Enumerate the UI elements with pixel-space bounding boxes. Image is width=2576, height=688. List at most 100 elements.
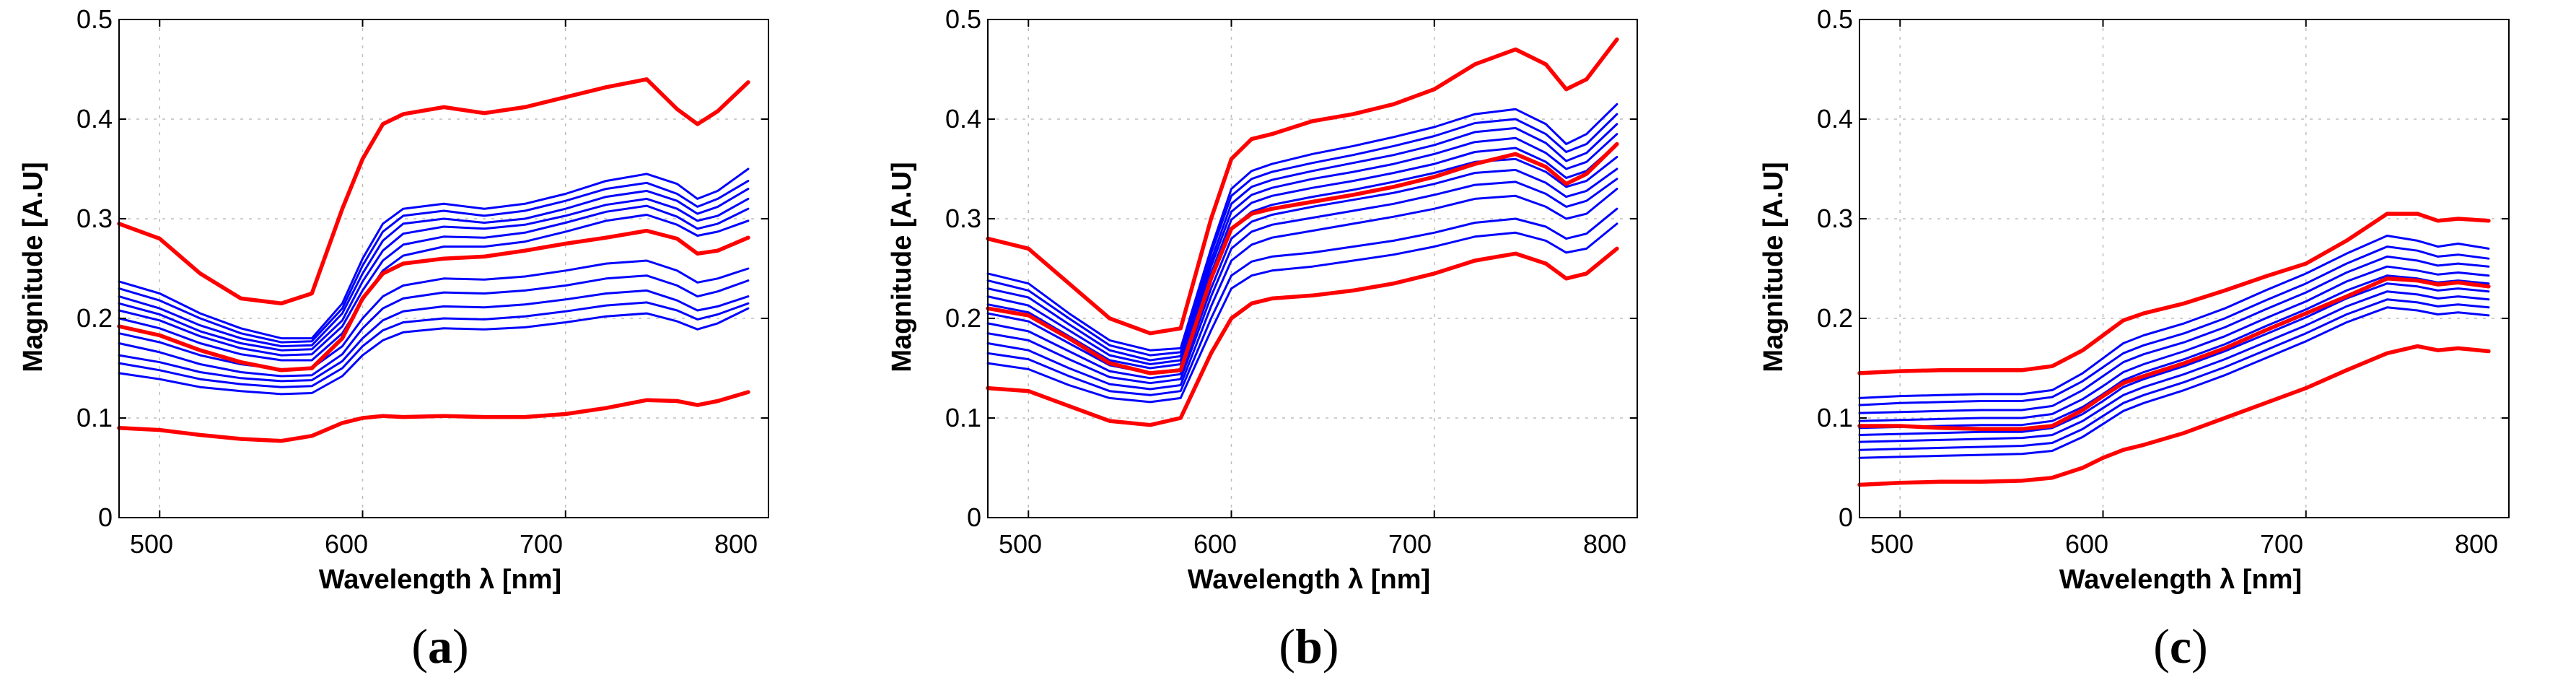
x-tick-label: 500 <box>130 529 173 559</box>
series-line-sample <box>1858 255 2490 414</box>
y-tick-label: 0.4 <box>945 104 981 134</box>
x-tick-label: 600 <box>1193 529 1237 559</box>
x-tick-label: 800 <box>1583 529 1626 559</box>
x-tick-label: 800 <box>714 529 758 559</box>
series-line-sample <box>118 301 750 388</box>
series-line-bound <box>986 37 1619 336</box>
series-line-sample <box>1858 265 2490 422</box>
x-tick-label: 600 <box>2065 529 2108 559</box>
series-line-bound <box>986 246 1619 427</box>
y-tick-label: 0.2 <box>1817 303 1853 333</box>
series-line-sample <box>1858 282 2490 436</box>
y-axis-title: Magnitude [A.U] <box>887 162 917 372</box>
y-tick-label: 0.4 <box>1817 104 1853 134</box>
plot-background <box>988 19 1637 518</box>
y-tick-label: 0.3 <box>1817 204 1853 233</box>
plot-area-a <box>117 19 769 518</box>
x-axis-title: Wavelength λ [nm] <box>2059 565 2302 595</box>
series-line-sample <box>1858 274 2490 430</box>
y-tick-label: 0.5 <box>945 4 981 34</box>
series-line-sample <box>118 204 750 357</box>
series-line-sample <box>1858 245 2490 406</box>
panel-label: (c) <box>2153 619 2208 674</box>
plot-background <box>1859 19 2509 518</box>
panel-c: 0 0.1 0.2 0.3 0.4 0.5 500 600 700 800 Wa… <box>1758 4 2498 674</box>
series-line-bound <box>1857 344 2491 487</box>
series-line-sample <box>986 113 1618 357</box>
y-tick-label: 0.1 <box>1817 403 1853 432</box>
plot-area-b <box>986 19 1638 518</box>
series-line-bound <box>1857 212 2491 375</box>
series-line-mean <box>1857 276 2491 431</box>
panel-label: (a) <box>411 619 468 674</box>
panel-a: 0 0.1 0.2 0.3 0.4 0.5 500 600 700 800 Wa… <box>18 4 758 674</box>
series-line-sample <box>118 214 750 362</box>
y-tick-label: 0 <box>967 502 981 532</box>
series-line-sample <box>986 143 1618 370</box>
panel-label-open: ( <box>2153 619 2170 674</box>
series-line-sample <box>1858 298 2490 451</box>
x-axis-title: Wavelength λ [nm] <box>1188 565 1430 595</box>
x-tick-label: 500 <box>999 529 1042 559</box>
series-line-sample <box>986 103 1618 352</box>
y-tick-label: 0 <box>1839 502 1853 532</box>
series-line-sample <box>1858 235 2490 399</box>
panel-label-close: ) <box>1323 619 1339 674</box>
panel-label-open: ( <box>1279 619 1295 674</box>
series-line-mean <box>986 141 1619 375</box>
series-line-bound <box>117 390 750 443</box>
series-line-sample <box>986 188 1618 391</box>
series-line-sample <box>986 123 1618 362</box>
panel-label-close: ) <box>2191 619 2208 674</box>
series-line-sample <box>986 207 1618 396</box>
x-axis-title: Wavelength λ [nm] <box>319 565 561 595</box>
y-tick-label: 0.4 <box>76 104 113 134</box>
axes-frame <box>1859 19 2510 518</box>
series-line-sample <box>1858 306 2490 459</box>
series-line-sample <box>118 289 750 383</box>
series-line-sample <box>986 222 1618 404</box>
x-tick-label: 700 <box>520 529 563 559</box>
y-tick-label: 0.2 <box>945 303 981 333</box>
series-line-sample <box>1858 290 2490 443</box>
panel-label-open: ( <box>411 619 428 674</box>
plot-area-c <box>1857 19 2510 518</box>
y-tick-label: 0.2 <box>76 303 113 333</box>
series-line-sample <box>118 180 750 344</box>
panel-label-letter: b <box>1295 619 1323 674</box>
series-line-sample <box>986 167 1618 380</box>
series-line-sample <box>986 133 1618 365</box>
y-tick-label: 0.5 <box>1817 4 1853 34</box>
y-tick-label: 0.5 <box>76 4 113 34</box>
axes-frame <box>987 19 1638 518</box>
y-tick-label: 0.3 <box>76 204 113 233</box>
y-tick-label: 0.3 <box>945 204 981 233</box>
y-tick-label: 0.1 <box>76 403 113 432</box>
x-tick-label: 800 <box>2455 529 2498 559</box>
panel-label-letter: c <box>2170 619 2191 674</box>
axes-frame <box>118 19 769 518</box>
panel-b: 0 0.1 0.2 0.3 0.4 0.5 500 600 700 800 Wa… <box>887 4 1626 674</box>
series-line-sample <box>118 274 750 378</box>
series-line-sample <box>118 188 750 348</box>
x-tick-label: 600 <box>325 529 368 559</box>
x-tick-label: 700 <box>1388 529 1432 559</box>
series-line-bound <box>117 77 750 306</box>
panel-label-close: ) <box>452 619 469 674</box>
y-axis-title: Magnitude [A.U] <box>1758 162 1789 372</box>
plot-layer <box>117 19 2510 518</box>
x-tick-label: 500 <box>1870 529 1914 559</box>
series-line-sample <box>118 167 750 340</box>
panel-label: (b) <box>1279 619 1339 674</box>
series-line-mean <box>117 228 750 373</box>
series-line-sample <box>118 307 750 396</box>
series-line-sample <box>118 197 750 352</box>
y-axis-title: Magnitude [A.U] <box>18 162 48 372</box>
panel-label-letter: a <box>428 619 452 674</box>
x-tick-label: 700 <box>2260 529 2303 559</box>
series-line-sample <box>986 178 1618 385</box>
y-tick-label: 0.1 <box>945 403 981 432</box>
plot-background <box>119 19 768 518</box>
y-tick-label: 0 <box>98 502 113 532</box>
